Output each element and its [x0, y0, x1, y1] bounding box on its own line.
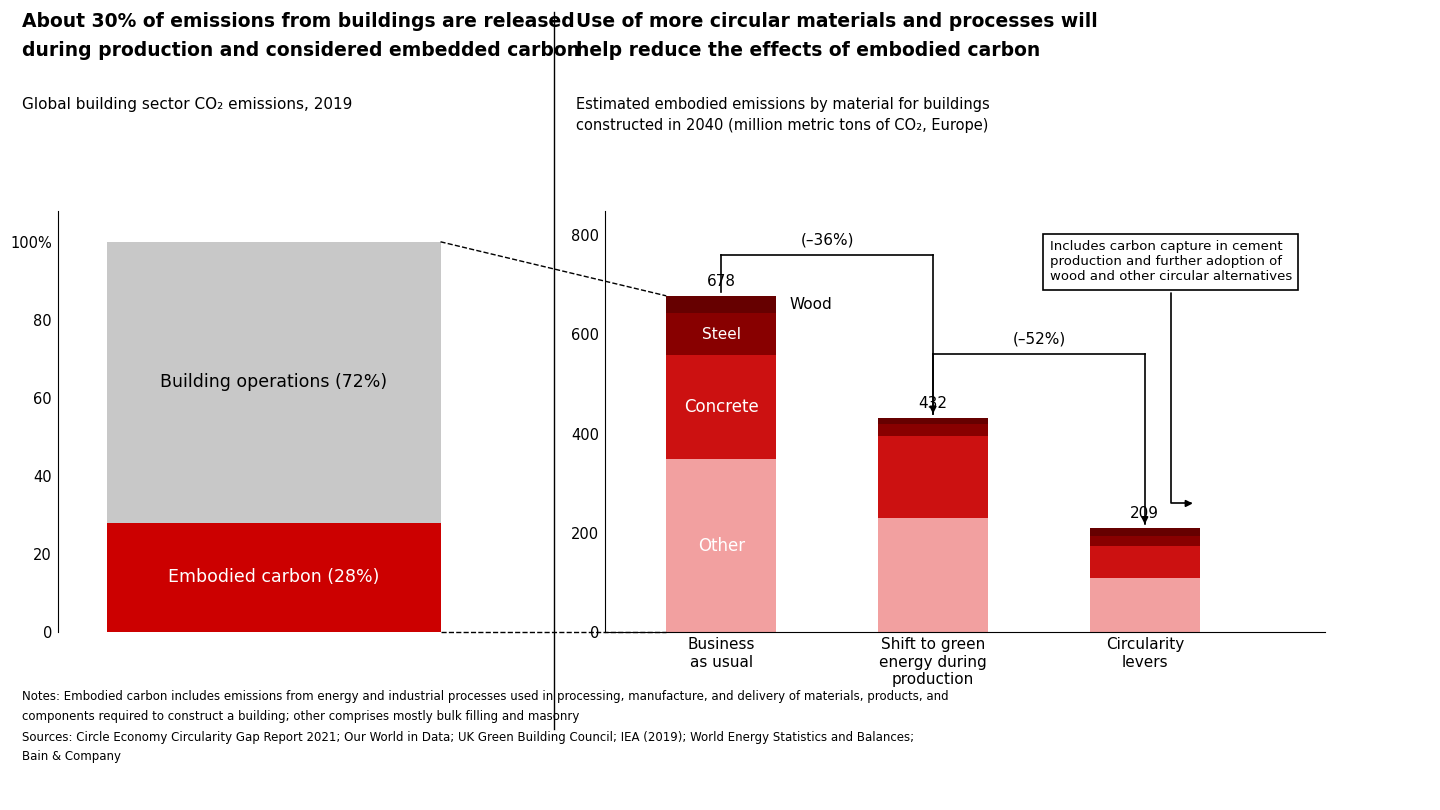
Text: Steel: Steel — [701, 326, 740, 342]
Text: during production and considered embedded carbon: during production and considered embedde… — [22, 40, 579, 59]
Text: constructed in 2040 (million metric tons of CO₂, Europe): constructed in 2040 (million metric tons… — [576, 118, 988, 134]
Text: Building operations (72%): Building operations (72%) — [160, 373, 387, 391]
Bar — [667, 459, 776, 632]
Text: (–52%): (–52%) — [1012, 331, 1066, 347]
Bar — [667, 313, 776, 356]
Text: About 30% of emissions from buildings are released: About 30% of emissions from buildings ar… — [22, 12, 575, 31]
Text: components required to construct a building; other comprises mostly bulk filling: components required to construct a build… — [22, 710, 579, 723]
Bar — [107, 242, 441, 522]
Text: Embodied carbon (28%): Embodied carbon (28%) — [168, 568, 379, 586]
Text: 432: 432 — [919, 396, 948, 411]
Bar — [1090, 578, 1200, 632]
Text: Other: Other — [698, 536, 744, 555]
Bar — [1090, 546, 1200, 578]
Text: Includes carbon capture in cement
production and further adoption of
wood and ot: Includes carbon capture in cement produc… — [1050, 241, 1292, 506]
Bar — [878, 418, 988, 424]
Text: (–36%): (–36%) — [801, 232, 854, 247]
Bar — [667, 296, 776, 313]
Text: Wood: Wood — [789, 297, 832, 312]
Bar — [878, 424, 988, 436]
Text: 678: 678 — [707, 274, 736, 289]
Text: Sources: Circle Economy Circularity Gap Report 2021; Our World in Data; UK Green: Sources: Circle Economy Circularity Gap … — [22, 731, 914, 744]
Bar — [878, 518, 988, 632]
Text: Notes: Embodied carbon includes emissions from energy and industrial processes u: Notes: Embodied carbon includes emission… — [22, 690, 948, 703]
Text: Concrete: Concrete — [684, 399, 759, 416]
Text: Use of more circular materials and processes will: Use of more circular materials and proce… — [576, 12, 1097, 31]
Text: Estimated embodied emissions by material for buildings: Estimated embodied emissions by material… — [576, 97, 989, 113]
Text: Global building sector CO₂ emissions, 2019: Global building sector CO₂ emissions, 20… — [22, 97, 351, 113]
Text: 209: 209 — [1130, 506, 1159, 522]
Text: Bain & Company: Bain & Company — [22, 750, 121, 763]
Text: help reduce the effects of embodied carbon: help reduce the effects of embodied carb… — [576, 40, 1040, 59]
Bar — [1090, 536, 1200, 546]
Bar — [667, 356, 776, 459]
Bar — [107, 522, 441, 632]
Bar — [1090, 528, 1200, 536]
Bar — [878, 436, 988, 518]
